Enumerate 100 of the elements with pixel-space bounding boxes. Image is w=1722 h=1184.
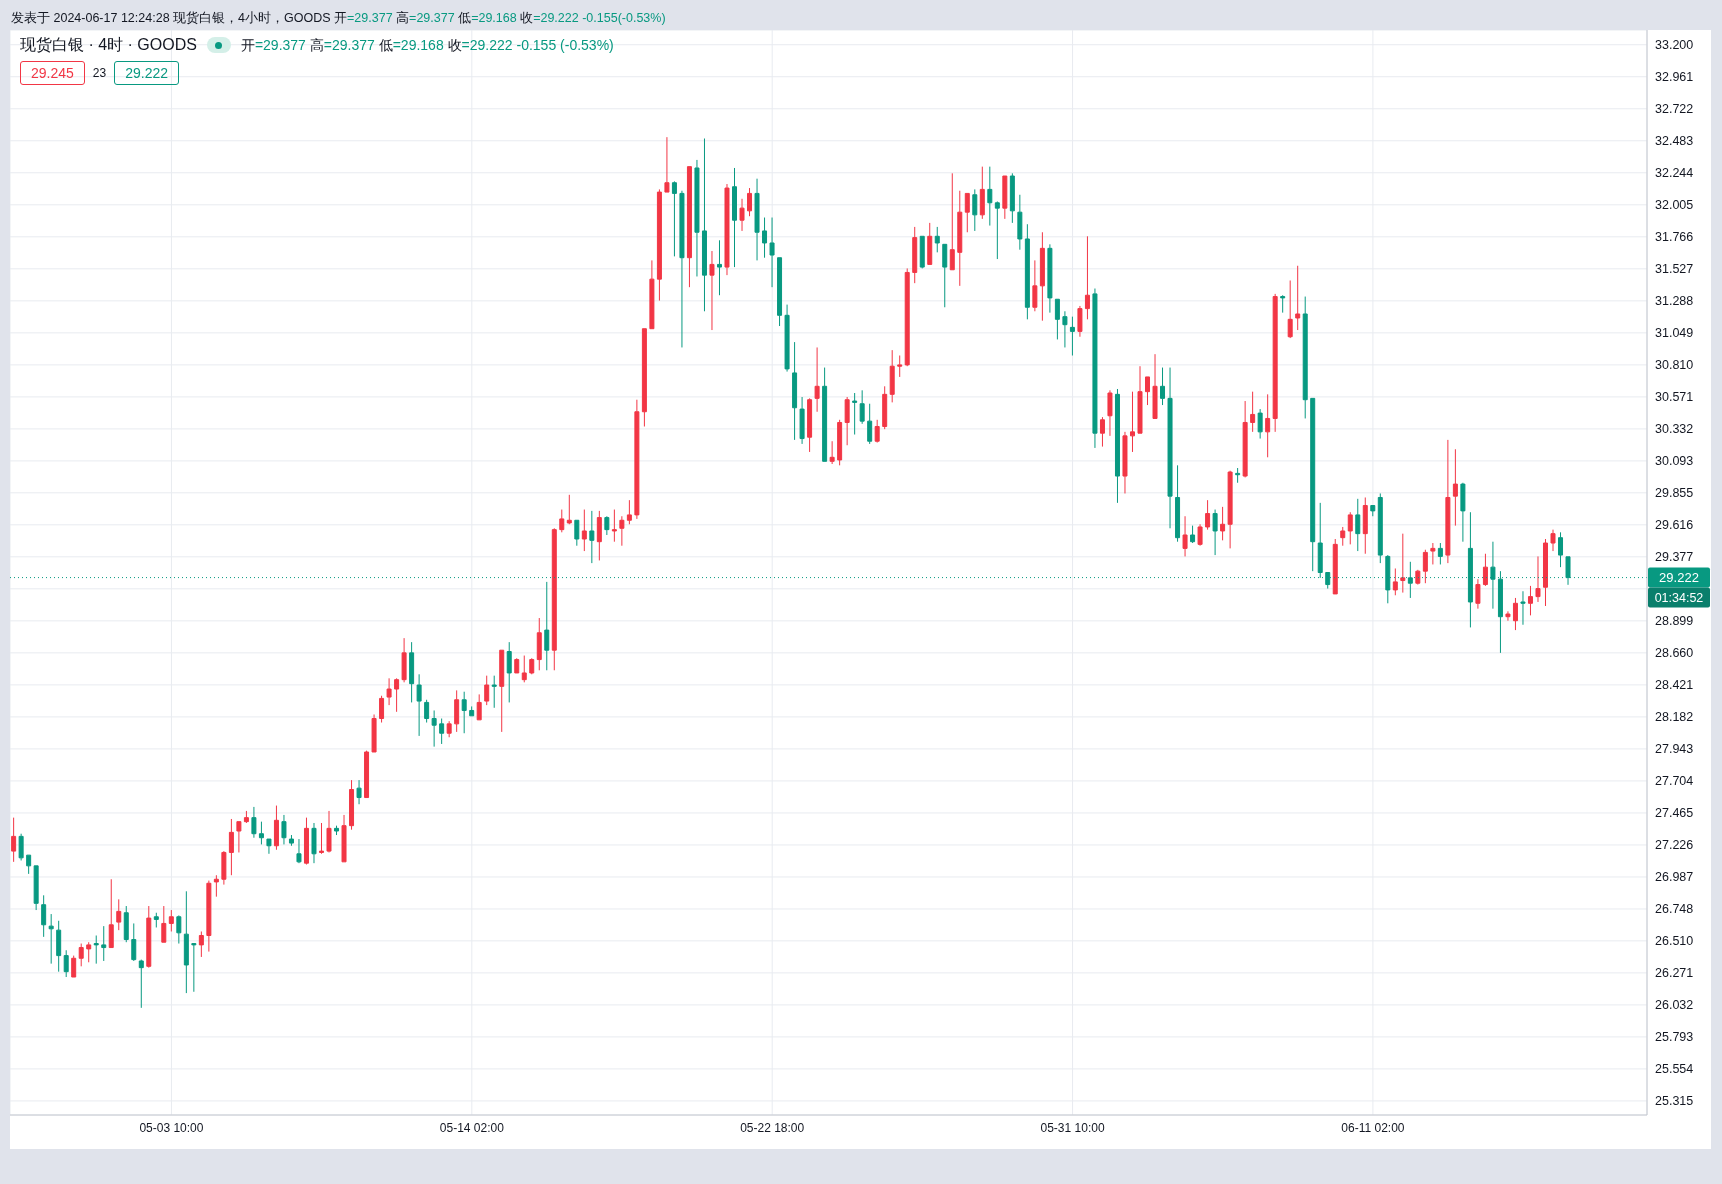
candlestick: [146, 905, 152, 969]
candlestick: [379, 695, 385, 724]
candlestick: [927, 222, 933, 265]
candlestick: [1182, 515, 1188, 557]
candlestick: [386, 677, 392, 706]
candlestick: [1205, 499, 1211, 531]
candlestick: [544, 581, 550, 671]
candlestick: [183, 890, 189, 994]
y-tick-label: 32.005: [1655, 198, 1694, 213]
candlestick: [236, 821, 242, 853]
candlestick: [266, 838, 272, 855]
y-tick-label: 31.527: [1655, 262, 1694, 277]
candlestick: [1235, 467, 1241, 484]
candlestick: [491, 675, 497, 709]
candlestick: [1370, 505, 1376, 517]
text: 01:34:52: [1654, 590, 1704, 605]
candlestick: [1550, 529, 1556, 552]
y-tick-label: 25.793: [1655, 1030, 1694, 1045]
candlestick: [206, 880, 212, 953]
candlestick: [814, 346, 820, 413]
candlestick: [919, 235, 925, 269]
candlestick: [724, 183, 730, 276]
candlestick: [1340, 526, 1346, 547]
candlestick: [439, 718, 445, 745]
candlestick: [394, 677, 400, 713]
y-tick-label: 33.200: [1655, 38, 1694, 53]
candlestick: [912, 226, 918, 284]
candlestick: [807, 397, 813, 453]
candlestick: [303, 817, 309, 866]
candlestick: [957, 190, 963, 287]
candlestick: [1272, 293, 1278, 433]
candlestick: [1257, 408, 1263, 440]
candlestick: [1265, 393, 1271, 458]
candlestick: [769, 217, 775, 288]
candlestick: [63, 949, 69, 978]
candlestick: [1392, 567, 1398, 596]
candlestick: [1302, 296, 1308, 419]
candlestick: [191, 943, 197, 993]
candlestick: [619, 515, 625, 547]
candlestick: [26, 854, 32, 875]
candlestick: [942, 243, 948, 308]
candlestick: [1107, 389, 1113, 437]
candlestick: [949, 172, 955, 271]
candlestick: [319, 822, 324, 855]
candlestick: [837, 419, 843, 466]
candlestick: [1039, 231, 1045, 322]
candlestick: [454, 689, 460, 733]
text: 开=29.377 高=29.377 低=29.168 收=29.222 -0.155 (-0.53%): [240, 37, 614, 53]
y-tick-label: 25.554: [1655, 1062, 1694, 1077]
candlestick: [1047, 243, 1053, 314]
y-tick-label: 32.961: [1655, 70, 1694, 85]
candlestick: [566, 494, 572, 525]
candlestick: [469, 705, 475, 717]
candlestick: [844, 396, 850, 446]
x-tick-label: 06-11 02:00: [1341, 1120, 1405, 1135]
candlestick: [1558, 531, 1564, 568]
y-tick-label: 27.943: [1655, 742, 1694, 757]
candlestick: [401, 637, 407, 683]
candlestick: [288, 834, 294, 847]
candlestick: [792, 341, 798, 441]
candlestick: [176, 914, 182, 945]
candlestick: [461, 691, 467, 734]
candlestick: [198, 930, 204, 958]
candlestick: [1452, 448, 1458, 527]
candlestick: [123, 905, 129, 943]
candlestick: [161, 905, 167, 943]
candlestick: [281, 814, 287, 845]
candlestick: [1242, 400, 1248, 478]
y-tick-label: 28.660: [1655, 646, 1694, 661]
y-tick-label: 30.332: [1655, 422, 1694, 437]
candlestick: [964, 192, 970, 233]
x-tick-label: 05-31 10:00: [1040, 1120, 1105, 1135]
candlestick: [1437, 542, 1443, 565]
candlestick: [1362, 496, 1368, 555]
candlestick: [732, 167, 738, 268]
y-tick-label: 32.722: [1655, 102, 1694, 117]
candlestick: [829, 440, 835, 465]
candlestick: [581, 509, 587, 552]
candlestick: [859, 389, 865, 425]
annotation: 23: [92, 66, 107, 80]
candlestick: [529, 657, 535, 675]
candlestick: [972, 188, 978, 232]
candlestick: [108, 878, 114, 949]
candlestick: [18, 833, 24, 861]
candlestick: [634, 399, 640, 520]
candlestick: [889, 349, 895, 403]
candlestick: [994, 200, 1000, 260]
candlestick: [93, 935, 99, 965]
y-tick-label: 29.377: [1655, 550, 1694, 565]
candlestick: [1197, 523, 1203, 547]
candlestick: [1084, 235, 1090, 320]
candlestick: [934, 226, 940, 253]
candlestick: [86, 941, 92, 963]
y-tick-label: 26.748: [1655, 902, 1694, 917]
candlestick: [1017, 194, 1023, 251]
candlestick: [904, 267, 910, 367]
y-tick-label: 31.766: [1655, 230, 1694, 245]
candlestick: [799, 396, 805, 445]
candlestick: [371, 713, 377, 753]
candlestick: [686, 166, 692, 288]
